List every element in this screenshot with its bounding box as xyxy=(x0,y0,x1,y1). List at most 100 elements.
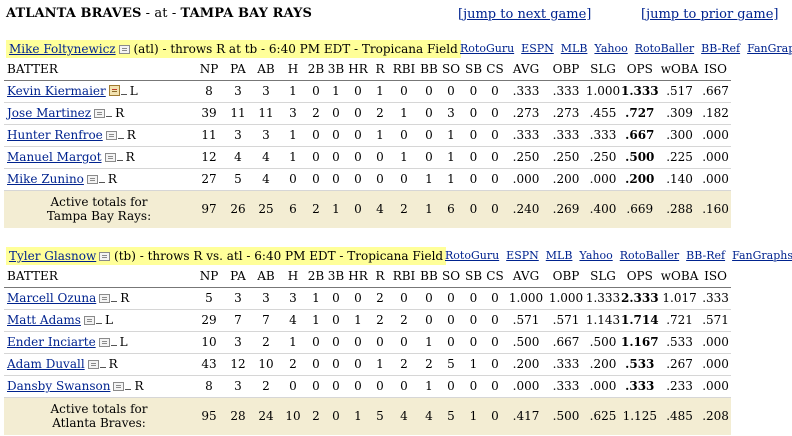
pitcher-bar: Tyler Glasnow (tb) - throws R vs. atl - … xyxy=(6,247,447,265)
column-header[interactable]: RBI xyxy=(392,62,416,77)
notes-icon[interactable] xyxy=(86,175,98,184)
batter-name-link[interactable]: Kevin Kiermaier xyxy=(7,84,106,98)
link-rotoguru[interactable]: RotoGuru xyxy=(460,42,515,55)
column-header[interactable]: AB xyxy=(257,62,275,77)
column-header[interactable]: H xyxy=(287,62,299,77)
batter-name-link[interactable]: Manuel Margot xyxy=(7,150,102,164)
column-header[interactable]: R xyxy=(375,269,385,284)
column-header[interactable]: HR xyxy=(348,269,368,284)
column-header[interactable]: PA xyxy=(230,62,246,77)
column-header[interactable]: ISO xyxy=(704,62,727,77)
notes-icon[interactable] xyxy=(98,338,110,347)
notes-icon[interactable] xyxy=(94,109,106,118)
notes-icon[interactable] xyxy=(99,294,111,303)
stat-cell: 0 xyxy=(491,106,499,120)
link-bbref[interactable]: BB-Ref xyxy=(686,249,726,262)
notes-icon[interactable] xyxy=(99,252,111,261)
stat-cell: 0 xyxy=(469,291,478,305)
jump-prior-game-link[interactable]: [jump to prior game] xyxy=(641,7,779,22)
column-header[interactable]: PA xyxy=(230,269,246,284)
column-header[interactable]: 3B xyxy=(327,62,345,77)
column-header[interactable]: OBP xyxy=(552,62,580,77)
column-header[interactable]: 2B xyxy=(307,269,325,284)
column-header[interactable]: BATTER xyxy=(7,62,58,77)
link-yahoo[interactable]: Yahoo xyxy=(579,249,613,262)
batter-cell: Dansby Swanson R xyxy=(4,375,194,397)
stat-cell: .667 xyxy=(702,84,729,98)
stat-cell: 0 xyxy=(354,291,362,305)
pitcher-name-link[interactable]: Mike Foltynewicz xyxy=(9,42,116,56)
batter-name-link[interactable]: Jose Martinez xyxy=(7,106,92,120)
stat-cell: 2 xyxy=(376,313,384,327)
link-mlb[interactable]: MLB xyxy=(560,42,588,55)
totals-label-line2: Tampa Bay Rays: xyxy=(46,209,152,224)
bat-hand: L xyxy=(119,335,128,349)
batter-name-link[interactable]: Hunter Renfroe xyxy=(7,128,103,142)
column-header[interactable]: ISO xyxy=(704,269,727,284)
notes-icon[interactable] xyxy=(105,131,117,140)
batter-name-link[interactable]: Ender Inciarte xyxy=(7,335,96,349)
column-header[interactable]: SLG xyxy=(590,269,616,284)
batter-name-link[interactable]: Adam Duvall xyxy=(7,357,85,371)
column-header[interactable]: SLG xyxy=(590,62,616,77)
notes-icon[interactable] xyxy=(118,45,130,54)
link-rotoballer[interactable]: RotoBaller xyxy=(634,42,695,55)
pitcher-name-link[interactable]: Tyler Glasnow xyxy=(9,249,97,263)
column-header[interactable]: SO xyxy=(441,62,461,77)
column-header[interactable]: wOBA xyxy=(660,269,699,284)
column-header[interactable]: OPS xyxy=(626,62,653,77)
batter-name-link[interactable]: Matt Adams xyxy=(7,313,81,327)
column-header[interactable]: CS xyxy=(486,62,504,77)
column-header[interactable]: CS xyxy=(486,269,504,284)
batter-name-link[interactable]: Marcell Ozuna xyxy=(7,291,97,305)
column-header[interactable]: H xyxy=(287,269,299,284)
notes-icon[interactable] xyxy=(87,360,99,369)
column-header[interactable]: 2B xyxy=(307,62,325,77)
column-header[interactable]: AVG xyxy=(512,269,540,284)
link-mlb[interactable]: MLB xyxy=(545,249,573,262)
column-header[interactable]: BB xyxy=(420,62,438,77)
stat-cell: 0 xyxy=(400,379,408,393)
column-header[interactable]: HR xyxy=(348,62,368,77)
stat-cell: 2.333 xyxy=(621,291,659,305)
column-header[interactable]: NP xyxy=(199,62,219,77)
column-header[interactable]: OPS xyxy=(626,269,653,284)
column-header[interactable]: wOBA xyxy=(660,62,699,77)
notes-icon[interactable] xyxy=(113,382,125,391)
link-yahoo[interactable]: Yahoo xyxy=(594,42,628,55)
link-bbref[interactable]: BB-Ref xyxy=(701,42,741,55)
stat-cell: 0 xyxy=(312,84,320,98)
column-header[interactable]: RBI xyxy=(392,269,416,284)
bat-hand: R xyxy=(120,291,130,305)
link-rotoballer[interactable]: RotoBaller xyxy=(619,249,680,262)
column-header[interactable]: SB xyxy=(464,62,483,77)
stat-cell: 0 xyxy=(447,335,455,349)
column-header[interactable]: BB xyxy=(420,269,438,284)
link-fangraphs[interactable]: FanGraphs xyxy=(747,42,792,55)
stat-cell: 1 xyxy=(469,357,478,371)
link-espn[interactable]: ESPN xyxy=(506,249,539,262)
column-header[interactable]: AB xyxy=(257,269,275,284)
news-note-icon[interactable] xyxy=(108,85,120,96)
jump-next-game-link[interactable]: [jump to next game] xyxy=(458,7,592,22)
stat-cell: .517 xyxy=(666,84,693,98)
column-header[interactable]: SO xyxy=(441,269,461,284)
stat-cell: 29 xyxy=(201,313,217,327)
batter-name-link[interactable]: Dansby Swanson xyxy=(7,379,111,393)
column-header[interactable]: NP xyxy=(199,269,219,284)
stat-cell: 0 xyxy=(400,172,408,186)
notes-icon[interactable] xyxy=(83,316,95,325)
column-header[interactable]: SB xyxy=(464,269,483,284)
stat-cell: 0 xyxy=(354,357,362,371)
link-fangraphs[interactable]: FanGraphs xyxy=(732,249,792,262)
link-espn[interactable]: ESPN xyxy=(521,42,554,55)
column-header[interactable]: AVG xyxy=(512,62,540,77)
stat-cell: 5 xyxy=(447,357,455,371)
batter-name-link[interactable]: Mike Zunino xyxy=(7,172,84,186)
notes-icon[interactable] xyxy=(104,153,116,162)
column-header[interactable]: BATTER xyxy=(7,269,58,284)
column-header[interactable]: OBP xyxy=(552,269,580,284)
column-header[interactable]: R xyxy=(375,62,385,77)
link-rotoguru[interactable]: RotoGuru xyxy=(445,249,500,262)
column-header[interactable]: 3B xyxy=(327,269,345,284)
